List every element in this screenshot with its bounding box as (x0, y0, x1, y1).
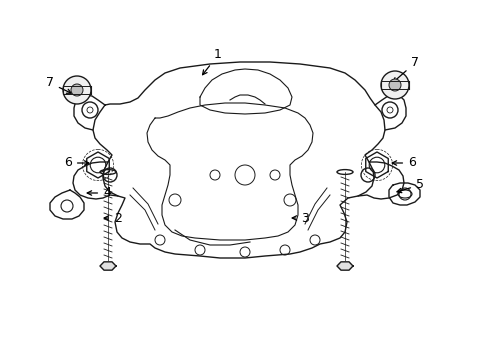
Text: 7: 7 (392, 57, 418, 82)
Circle shape (388, 79, 400, 91)
Text: 4: 4 (87, 186, 111, 199)
Polygon shape (336, 262, 352, 270)
Circle shape (71, 84, 83, 96)
Polygon shape (100, 262, 116, 270)
Circle shape (380, 71, 408, 99)
Circle shape (63, 76, 91, 104)
Text: 5: 5 (396, 179, 423, 193)
Text: 6: 6 (64, 157, 89, 170)
Text: 2: 2 (104, 211, 122, 225)
Text: 7: 7 (46, 77, 71, 93)
Text: 3: 3 (291, 211, 308, 225)
Text: 6: 6 (391, 157, 415, 170)
Text: 1: 1 (202, 49, 222, 75)
